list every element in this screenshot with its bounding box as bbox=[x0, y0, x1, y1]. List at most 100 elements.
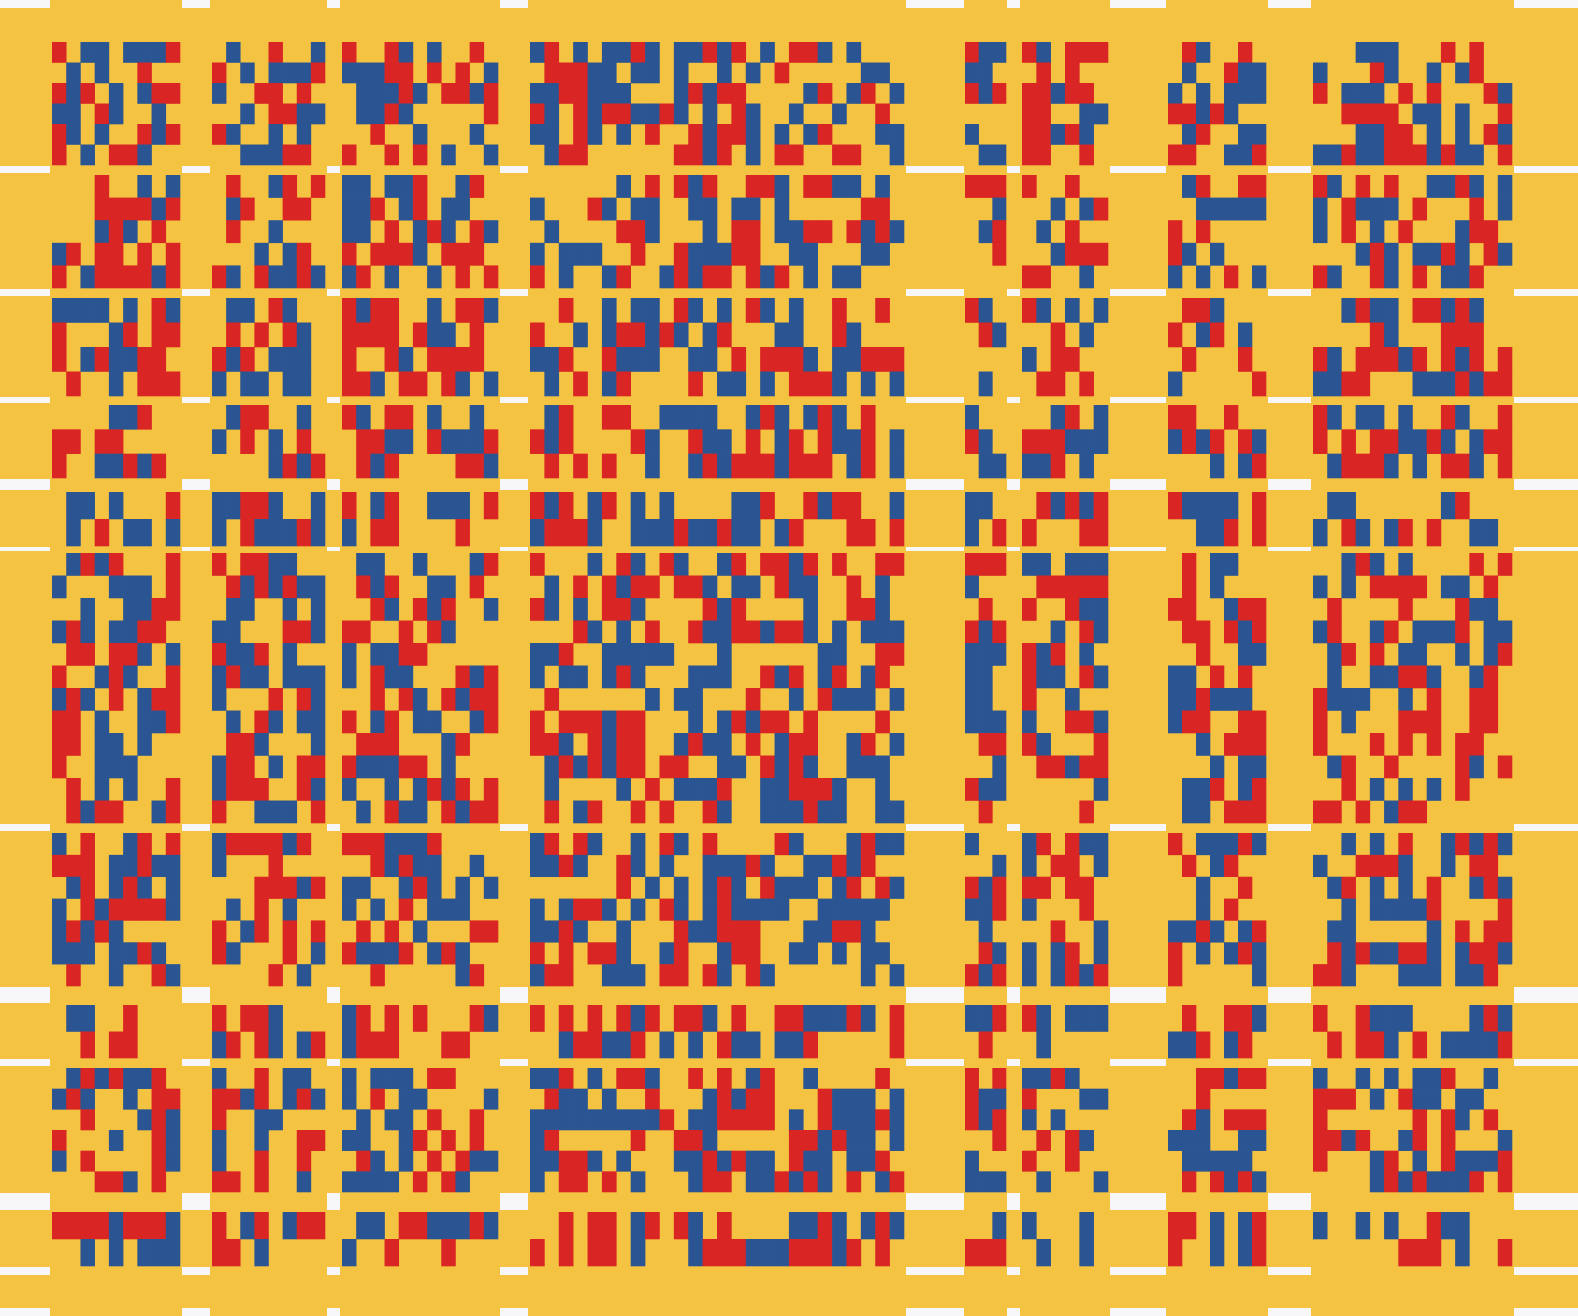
cell bbox=[80, 643, 95, 666]
cell bbox=[165, 492, 181, 520]
cell bbox=[630, 347, 646, 372]
cell bbox=[965, 1150, 979, 1172]
cell bbox=[630, 1212, 646, 1240]
gap bbox=[1268, 1193, 1311, 1210]
cell bbox=[1384, 1068, 1399, 1089]
cell bbox=[530, 553, 545, 576]
cell bbox=[1369, 643, 1385, 666]
cell bbox=[1196, 643, 1211, 666]
cell bbox=[226, 778, 241, 801]
cell bbox=[717, 371, 732, 397]
cell bbox=[1050, 1068, 1066, 1089]
cell bbox=[760, 800, 775, 824]
cell bbox=[108, 220, 124, 244]
cell bbox=[616, 942, 631, 965]
cell bbox=[889, 1031, 905, 1059]
cell bbox=[108, 800, 124, 824]
cell bbox=[356, 429, 371, 454]
cell bbox=[1369, 83, 1385, 104]
cell bbox=[717, 964, 732, 987]
cell bbox=[1313, 220, 1328, 244]
cell bbox=[817, 1109, 833, 1131]
cell bbox=[240, 778, 255, 801]
cell bbox=[282, 242, 298, 266]
cell bbox=[66, 620, 81, 644]
cell bbox=[398, 688, 414, 711]
cell bbox=[296, 519, 312, 547]
cell bbox=[630, 755, 646, 779]
cell bbox=[1224, 598, 1239, 621]
cell bbox=[832, 942, 847, 965]
cell bbox=[66, 778, 81, 801]
cell bbox=[1196, 833, 1211, 856]
cell bbox=[296, 453, 312, 479]
cell bbox=[1455, 322, 1470, 348]
cell bbox=[1079, 643, 1094, 666]
cell bbox=[212, 620, 227, 644]
cell bbox=[1210, 688, 1225, 711]
cell bbox=[616, 598, 631, 621]
cell bbox=[817, 42, 833, 63]
cell bbox=[1224, 854, 1239, 878]
cell bbox=[1455, 1239, 1470, 1267]
cell bbox=[1426, 620, 1442, 644]
cell bbox=[688, 124, 703, 145]
cell bbox=[1440, 1171, 1456, 1193]
cell bbox=[832, 371, 847, 397]
cell bbox=[1182, 347, 1197, 372]
cell bbox=[398, 42, 414, 63]
cell bbox=[1079, 553, 1094, 576]
cell bbox=[226, 492, 241, 520]
cell bbox=[1022, 1068, 1037, 1089]
cell bbox=[745, 1109, 761, 1131]
cell bbox=[688, 175, 703, 198]
cell bbox=[108, 854, 124, 878]
cell bbox=[1369, 103, 1385, 125]
cell bbox=[370, 688, 385, 711]
cell bbox=[544, 920, 560, 943]
cell bbox=[1398, 220, 1413, 244]
cell bbox=[469, 347, 485, 372]
cell bbox=[226, 1171, 241, 1193]
cell bbox=[282, 942, 298, 965]
cell bbox=[212, 778, 227, 801]
cell bbox=[630, 1130, 646, 1151]
cell bbox=[774, 429, 790, 454]
cell bbox=[398, 833, 414, 856]
cell bbox=[1182, 242, 1197, 266]
cell bbox=[1426, 688, 1442, 711]
cell bbox=[760, 265, 775, 289]
cell bbox=[616, 778, 631, 801]
gap bbox=[1007, 987, 1020, 1003]
cell bbox=[745, 1150, 761, 1172]
cell bbox=[992, 220, 1007, 244]
cell bbox=[212, 492, 227, 520]
cell bbox=[226, 755, 241, 779]
cell bbox=[760, 1171, 775, 1193]
cell bbox=[1252, 733, 1267, 756]
cell bbox=[1050, 83, 1066, 104]
cell bbox=[268, 103, 283, 125]
cell bbox=[1238, 1171, 1253, 1193]
cell bbox=[544, 1130, 560, 1151]
cell bbox=[688, 733, 703, 756]
gap bbox=[500, 479, 528, 490]
cell bbox=[1369, 322, 1385, 348]
cell bbox=[342, 405, 357, 430]
cell bbox=[108, 405, 124, 430]
cell bbox=[1022, 1005, 1037, 1032]
cell bbox=[1065, 42, 1080, 63]
cell bbox=[630, 492, 646, 520]
cell bbox=[1313, 1109, 1328, 1131]
cell bbox=[483, 265, 499, 289]
cell bbox=[817, 175, 833, 198]
cell bbox=[717, 733, 732, 756]
cell bbox=[745, 898, 761, 921]
cell bbox=[398, 1130, 414, 1151]
cell bbox=[731, 83, 747, 104]
cell bbox=[731, 371, 747, 397]
cell bbox=[226, 197, 241, 221]
cell bbox=[1079, 103, 1094, 125]
cell bbox=[137, 898, 152, 921]
